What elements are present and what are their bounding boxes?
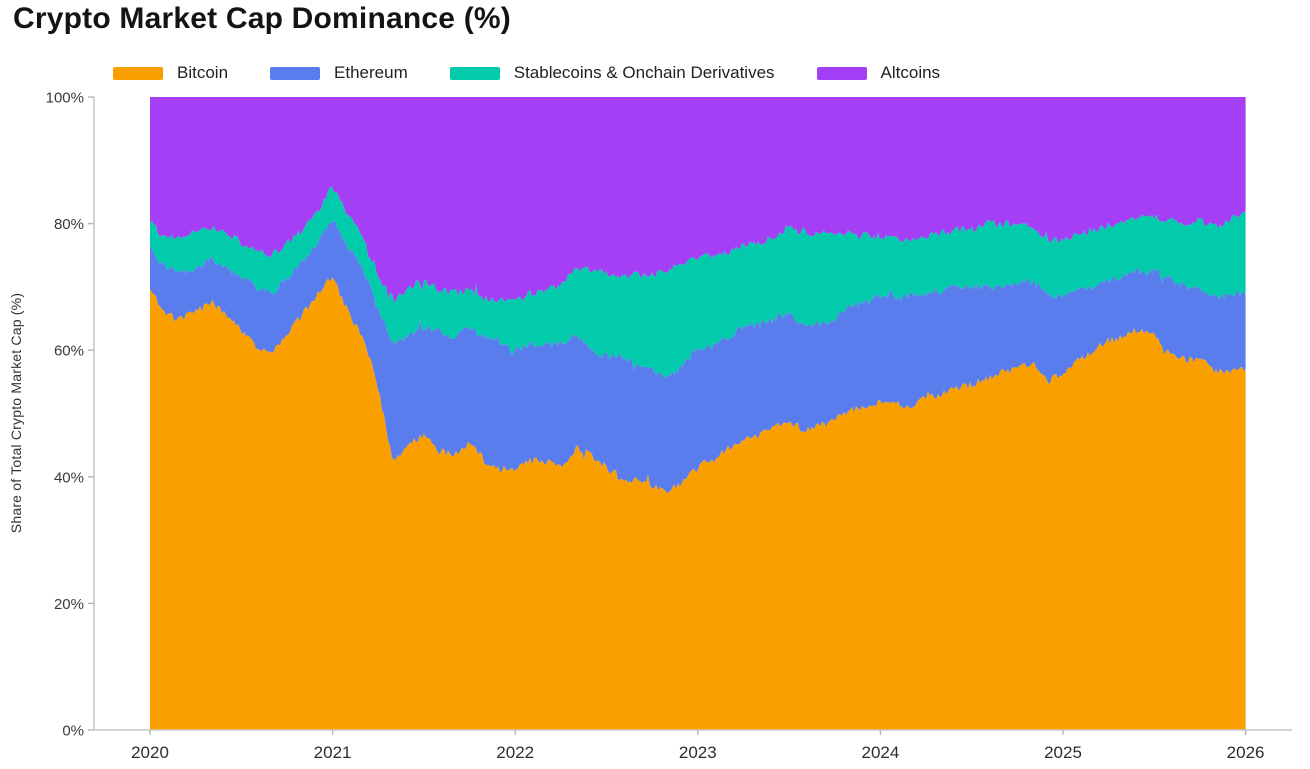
area-stablecoins-onchain-derivatives (150, 186, 1246, 379)
legend-swatch-stablecoins-onchain-derivatives (449, 66, 500, 80)
x-tick-label: 2020 (131, 743, 169, 762)
legend-label-bitcoin: Bitcoin (177, 63, 229, 82)
legend-item-altcoins: Altcoins (816, 63, 941, 83)
legend-label-altcoins: Altcoins (880, 63, 941, 82)
x-tick-label: 2022 (496, 743, 534, 762)
x-tick-label: 2023 (679, 743, 717, 762)
x-tick-label: 2025 (1044, 743, 1082, 762)
legend-swatch-ethereum (270, 66, 321, 80)
legend-item-stablecoins-onchain-derivatives: Stablecoins & Onchain Derivatives (449, 63, 775, 83)
area-bitcoin (150, 277, 1246, 730)
chart-legend: Bitcoin Ethereum Stablecoins & Onchain Der… (113, 63, 940, 83)
y-tick-label: 80% (54, 216, 84, 233)
y-tick-label: 20% (54, 596, 84, 613)
area-altcoins (150, 97, 1246, 303)
x-tick-label: 2024 (861, 743, 899, 762)
x-tick-label: 2026 (1227, 743, 1265, 762)
x-tick-label: 2021 (314, 743, 352, 762)
y-tick-label: 60% (54, 343, 84, 360)
legend-item-ethereum: Ethereum (270, 63, 408, 83)
y-tick-label: 40% (54, 469, 84, 486)
legend-item-bitcoin: Bitcoin (113, 63, 228, 83)
y-tick-label: 100% (46, 90, 84, 107)
y-tick-label: 0% (62, 723, 84, 740)
legend-label-stablecoins-onchain-derivatives: Stablecoins & Onchain Derivatives (513, 63, 775, 82)
legend-swatch-altcoins (816, 66, 867, 80)
area-ethereum (150, 219, 1246, 493)
chart-title: Crypto Market Cap Dominance (%) (13, 2, 511, 35)
legend-swatch-bitcoin (113, 66, 163, 80)
legend-label-ethereum: Ethereum (334, 63, 408, 82)
